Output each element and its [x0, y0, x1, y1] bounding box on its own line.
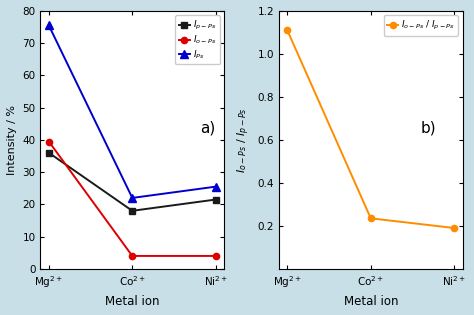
Y-axis label: $I_{o-Ps}$ / $I_{p-Ps}$: $I_{o-Ps}$ / $I_{p-Ps}$ — [236, 107, 252, 173]
Legend: $I_{o-Ps}$ / $I_{p-Ps}$: $I_{o-Ps}$ / $I_{p-Ps}$ — [383, 15, 458, 36]
$I_{o-Ps}$ / $I_{p-Ps}$ — [284, 28, 290, 32]
$I_{p-Ps}$ — [129, 209, 135, 213]
Legend: $I_{p-Ps}$, $I_{o-Ps}$, $I_{Ps}$: $I_{p-Ps}$, $I_{o-Ps}$, $I_{Ps}$ — [175, 15, 219, 64]
Y-axis label: Intensity / %: Intensity / % — [7, 105, 17, 175]
$I_{p-Ps}$ — [213, 198, 219, 201]
$I_{o-Ps}$ — [46, 140, 52, 143]
$I_{o-Ps}$ / $I_{p-Ps}$ — [368, 216, 374, 220]
Line: $I_{p-Ps}$: $I_{p-Ps}$ — [46, 150, 219, 214]
$I_{o-Ps}$ — [213, 254, 219, 258]
$I_{p-Ps}$ — [46, 151, 52, 155]
Text: a): a) — [200, 120, 216, 135]
Line: $I_{Ps}$: $I_{Ps}$ — [45, 22, 219, 202]
$I_{Ps}$ — [213, 185, 219, 188]
Line: $I_{o-Ps}$ / $I_{p-Ps}$: $I_{o-Ps}$ / $I_{p-Ps}$ — [284, 27, 457, 231]
$I_{Ps}$ — [46, 24, 52, 27]
X-axis label: Metal ion: Metal ion — [344, 295, 398, 308]
Text: b): b) — [420, 120, 436, 135]
Line: $I_{o-Ps}$: $I_{o-Ps}$ — [46, 138, 219, 259]
$I_{o-Ps}$ / $I_{p-Ps}$ — [451, 226, 457, 230]
X-axis label: Metal ion: Metal ion — [105, 295, 160, 308]
$I_{o-Ps}$ — [129, 254, 135, 258]
$I_{Ps}$ — [129, 196, 135, 200]
